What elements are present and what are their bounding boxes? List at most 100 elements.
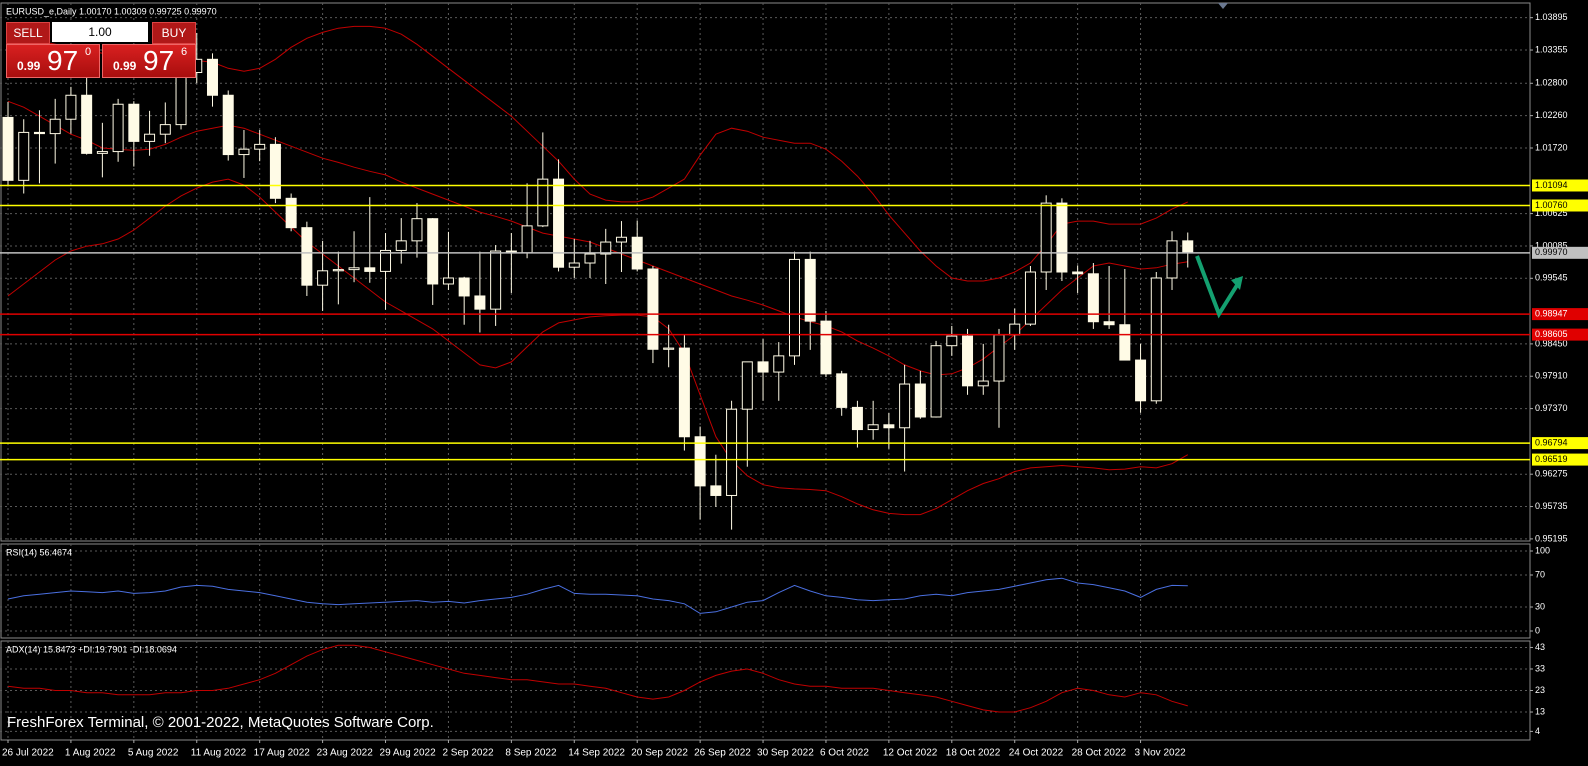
candle-body [348, 267, 360, 271]
candle-body [474, 295, 486, 310]
y-tick-label: 70 [1535, 569, 1545, 579]
y-tick-label: 33 [1535, 663, 1545, 673]
x-tick-label: 8 Sep 2022 [505, 748, 557, 759]
candle-body [175, 71, 187, 126]
y-tick-label: 43 [1535, 642, 1545, 652]
y-tick-label: 0.95735 [1535, 501, 1568, 511]
level-label-box [1532, 328, 1588, 341]
x-tick-label: 2 Sep 2022 [442, 748, 494, 759]
candle-body [647, 268, 659, 350]
candle-body [1166, 240, 1178, 279]
candle-body [317, 270, 329, 286]
candle-body [206, 58, 218, 96]
candle-body [537, 178, 549, 227]
candle-body [789, 258, 800, 357]
sell-button[interactable]: SELL [6, 22, 50, 44]
x-tick-label: 29 Aug 2022 [380, 748, 437, 759]
ask-price[interactable]: 0.99 97 6 [102, 44, 196, 78]
candle-body [678, 347, 690, 438]
y-tick-label: 4 [1535, 726, 1540, 736]
candle-body [883, 424, 895, 429]
candle-body [301, 227, 313, 286]
x-tick-label: 11 Aug 2022 [191, 748, 247, 759]
ask-big: 97 [143, 45, 175, 76]
indicator-line [7, 644, 1188, 713]
candle-body [1150, 277, 1162, 402]
candle-body [773, 355, 785, 373]
level-label: 0.96794 [1535, 437, 1568, 447]
candle-body [710, 485, 722, 496]
y-tick-label: 0 [1535, 625, 1540, 635]
y-tick-label: 1.02800 [1535, 78, 1568, 88]
y-tick-label: 1.00085 [1535, 240, 1568, 250]
x-tick-label: 18 Oct 2022 [946, 748, 1001, 759]
candle-body [285, 197, 297, 229]
level-label: 1.00760 [1535, 200, 1568, 210]
candle-body [490, 250, 502, 310]
lot-field[interactable]: 1.00 [52, 22, 148, 42]
bid-price[interactable]: 0.99 97 0 [6, 44, 100, 78]
x-tick-label: 26 Jul 2022 [2, 748, 54, 759]
x-tick-label: 30 Sep 2022 [757, 748, 814, 759]
x-tick-label: 5 Aug 2022 [128, 748, 179, 759]
candle-body [1087, 273, 1099, 323]
candle-body [128, 103, 140, 142]
level-label: 0.99970 [1535, 247, 1568, 257]
candle-body [222, 94, 234, 156]
level-label: 0.98947 [1535, 308, 1568, 318]
level-label-box [1532, 453, 1588, 466]
x-tick-label: 14 Sep 2022 [568, 748, 625, 759]
candle-body [962, 335, 974, 387]
level-label-box [1532, 199, 1588, 212]
candle-body [144, 133, 156, 142]
x-tick-label: 23 Aug 2022 [317, 748, 374, 759]
y-tick-label: 1.03895 [1535, 12, 1568, 22]
candle-body [851, 406, 863, 431]
candle-body [899, 383, 911, 429]
x-tick-label: 6 Oct 2022 [820, 748, 869, 759]
candle-body [364, 267, 376, 272]
candle-body [1009, 323, 1021, 336]
candle-body [757, 361, 769, 373]
y-tick-label: 13 [1535, 706, 1545, 716]
y-tick-label: 0.97910 [1535, 371, 1568, 381]
y-tick-label: 0.98450 [1535, 338, 1568, 348]
level-label-box [1532, 308, 1588, 321]
candle-body [741, 361, 753, 410]
x-tick-label: 20 Sep 2022 [631, 748, 688, 759]
candle-body [600, 241, 612, 255]
candle-body [993, 334, 1005, 382]
candle-body [18, 131, 30, 181]
x-tick-label: 3 Nov 2022 [1135, 748, 1187, 759]
candle-body [442, 277, 454, 285]
candle-body [238, 148, 250, 156]
panel-frame [0, 543, 1531, 639]
candle-body [112, 103, 124, 153]
y-tick-label: 0.99545 [1535, 273, 1568, 283]
ask-prefix: 0.99 [113, 59, 137, 73]
level-label-box [1532, 437, 1588, 450]
scroll-marker [1218, 3, 1228, 9]
candle-body [254, 143, 266, 150]
arrow-head [1231, 276, 1243, 290]
candle-body [836, 373, 848, 408]
candle-body [615, 236, 627, 243]
buy-button[interactable]: BUY [152, 22, 196, 44]
candle-body [380, 249, 392, 272]
candle-body [411, 218, 423, 242]
level-label: 0.98605 [1535, 329, 1568, 339]
candle-body [96, 151, 108, 154]
candle-body [33, 131, 45, 135]
candle-body [663, 347, 675, 350]
level-label-box [1532, 179, 1588, 192]
candle-body [568, 262, 580, 268]
panel-title: EURUSD_e,Daily 1.00170 1.00309 0.99725 0… [6, 6, 217, 16]
x-tick-label: 12 Oct 2022 [883, 748, 938, 759]
candle-body [159, 124, 171, 135]
bid-sup: 0 [85, 46, 92, 58]
candle-body [1024, 271, 1036, 325]
candle-body [427, 218, 439, 285]
y-tick-label: 100 [1535, 545, 1550, 555]
